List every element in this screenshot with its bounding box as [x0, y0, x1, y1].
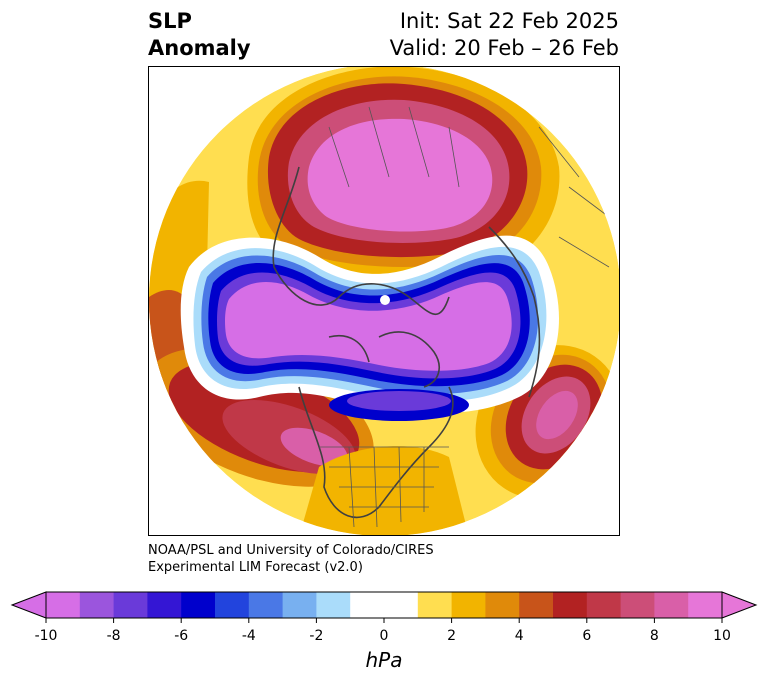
positive-anomaly-north-core: [307, 118, 493, 232]
colorbar-cell: [350, 592, 385, 618]
colorbar-cell: [654, 592, 689, 618]
colorbar-tick-label: -10: [34, 628, 58, 644]
coastline-canada-north: [328, 335, 370, 363]
colorbar-tick-label: 8: [649, 628, 659, 644]
colorbar-cell: [586, 592, 622, 618]
borders-eurasia: [328, 106, 460, 188]
negative-anomaly-core: [225, 282, 512, 371]
colorbar-unit: hPa: [365, 648, 403, 672]
coastline-greenland: [378, 331, 440, 388]
positive-anomaly-pacific-core: [280, 427, 348, 467]
colorbar-cell: [688, 592, 723, 618]
colorbar-tick-label: 2: [447, 628, 457, 644]
coastline-arctic: [272, 166, 450, 316]
colorbar-cell: [282, 592, 317, 618]
coastline-europe: [488, 226, 541, 398]
colorbar-cell: [316, 592, 351, 618]
negative-anomaly-east-us-core: [347, 391, 451, 411]
chart-title: SLP Anomaly: [148, 8, 251, 62]
title-line-2: Anomaly: [148, 36, 251, 60]
colorbar-tick-label: -2: [309, 628, 324, 644]
colorbar-max-extend: [721, 591, 758, 619]
attribution-line-1: NOAA/PSL and University of Colorado/CIRE…: [148, 543, 434, 558]
attribution-line-2: Experimental LIM Forecast (v2.0): [148, 560, 363, 575]
coastline-north-america: [298, 386, 454, 519]
colorbar-tick-label: 6: [582, 628, 592, 644]
positive-anomaly-atlantic-core: [536, 390, 578, 440]
forecast-dates: Init: Sat 22 Feb 2025 Valid: 20 Feb – 26…: [390, 8, 619, 62]
colorbar-cell: [113, 592, 148, 618]
colorbar-cell: [181, 592, 216, 618]
colorbar-cell: [248, 592, 284, 618]
north-pole-marker: [380, 295, 390, 305]
colorbar-cell: [79, 592, 115, 618]
map-panel: [148, 66, 620, 536]
colorbar-cell: [485, 592, 520, 618]
colorbar-tick-label: -8: [106, 628, 121, 644]
borders: [319, 106, 610, 528]
state-borders-lat: [329, 466, 439, 508]
colorbar-cell: [553, 592, 588, 618]
colorbar: [10, 591, 758, 623]
colorbar-cell: [417, 592, 453, 618]
colorbar-cell: [620, 592, 655, 618]
attribution: NOAA/PSL and University of Colorado/CIRE…: [148, 542, 434, 576]
colorbar-cell: [519, 592, 554, 618]
colorbar-cell: [384, 592, 419, 618]
colorbar-cell: [451, 592, 486, 618]
colorbar-cell: [147, 592, 182, 618]
colorbar-cell: [46, 592, 81, 618]
colorbar-tick-label: -6: [174, 628, 189, 644]
colorbar-cell: [215, 592, 250, 618]
colorbar-min-extend: [10, 591, 47, 619]
colorbar-tick-label: 4: [514, 628, 524, 644]
slp-anomaly-map: [149, 67, 619, 535]
title-line-1: SLP: [148, 9, 192, 33]
init-date: Init: Sat 22 Feb 2025: [399, 9, 619, 33]
positive-anomaly-us: [299, 446, 469, 535]
colorbar-tick-label: -4: [241, 628, 256, 644]
colorbar-tick-label: 10: [713, 628, 731, 644]
valid-range: Valid: 20 Feb – 26 Feb: [389, 36, 619, 60]
colorbar-tick-label: 0: [379, 628, 389, 644]
borders-east: [538, 126, 610, 268]
state-borders-lon: [348, 446, 425, 528]
coastlines: [272, 166, 541, 519]
